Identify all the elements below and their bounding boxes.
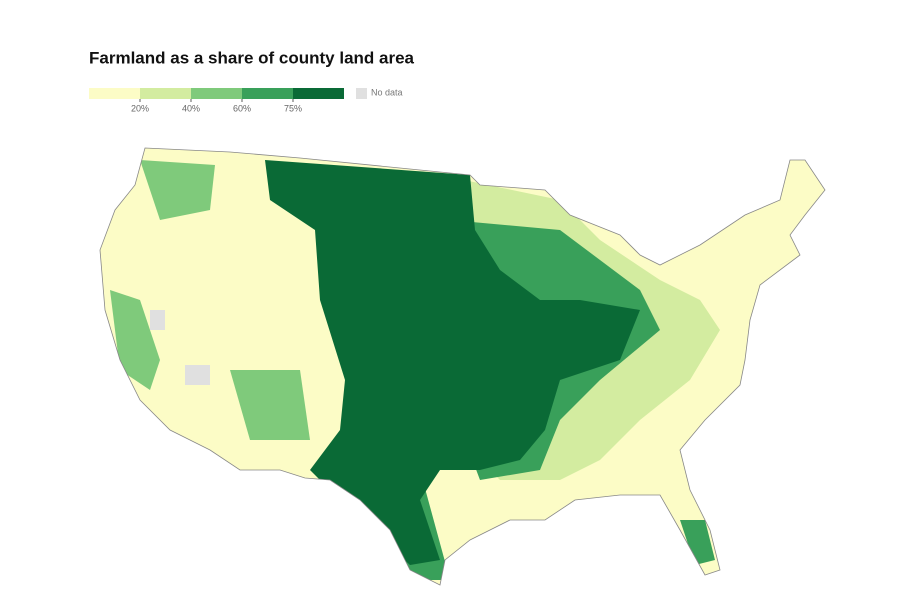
legend-swatch: [293, 88, 344, 99]
legend-swatch: [242, 88, 293, 99]
legend-swatch: [191, 88, 242, 99]
legend-swatch: [140, 88, 191, 99]
no-data-label: No data: [371, 87, 403, 97]
map-title: Farmland as a share of county land area: [89, 48, 415, 67]
map-region: [680, 520, 715, 565]
us-outline: [99, 147, 826, 586]
map-region: [185, 365, 210, 385]
legend-label: 75%: [284, 103, 302, 113]
map-region: [150, 310, 165, 330]
map-region: [230, 370, 310, 440]
legend-label: 60%: [233, 103, 251, 113]
map-region: [265, 160, 640, 565]
no-data-swatch: [356, 88, 367, 99]
legend-label: 40%: [182, 103, 200, 113]
map-region: [140, 160, 215, 220]
legend-label: 20%: [131, 103, 149, 113]
legend-swatch: [89, 88, 140, 99]
legend: 20% 40% 60% 75% No data: [89, 87, 403, 113]
us-map: [100, 148, 825, 585]
